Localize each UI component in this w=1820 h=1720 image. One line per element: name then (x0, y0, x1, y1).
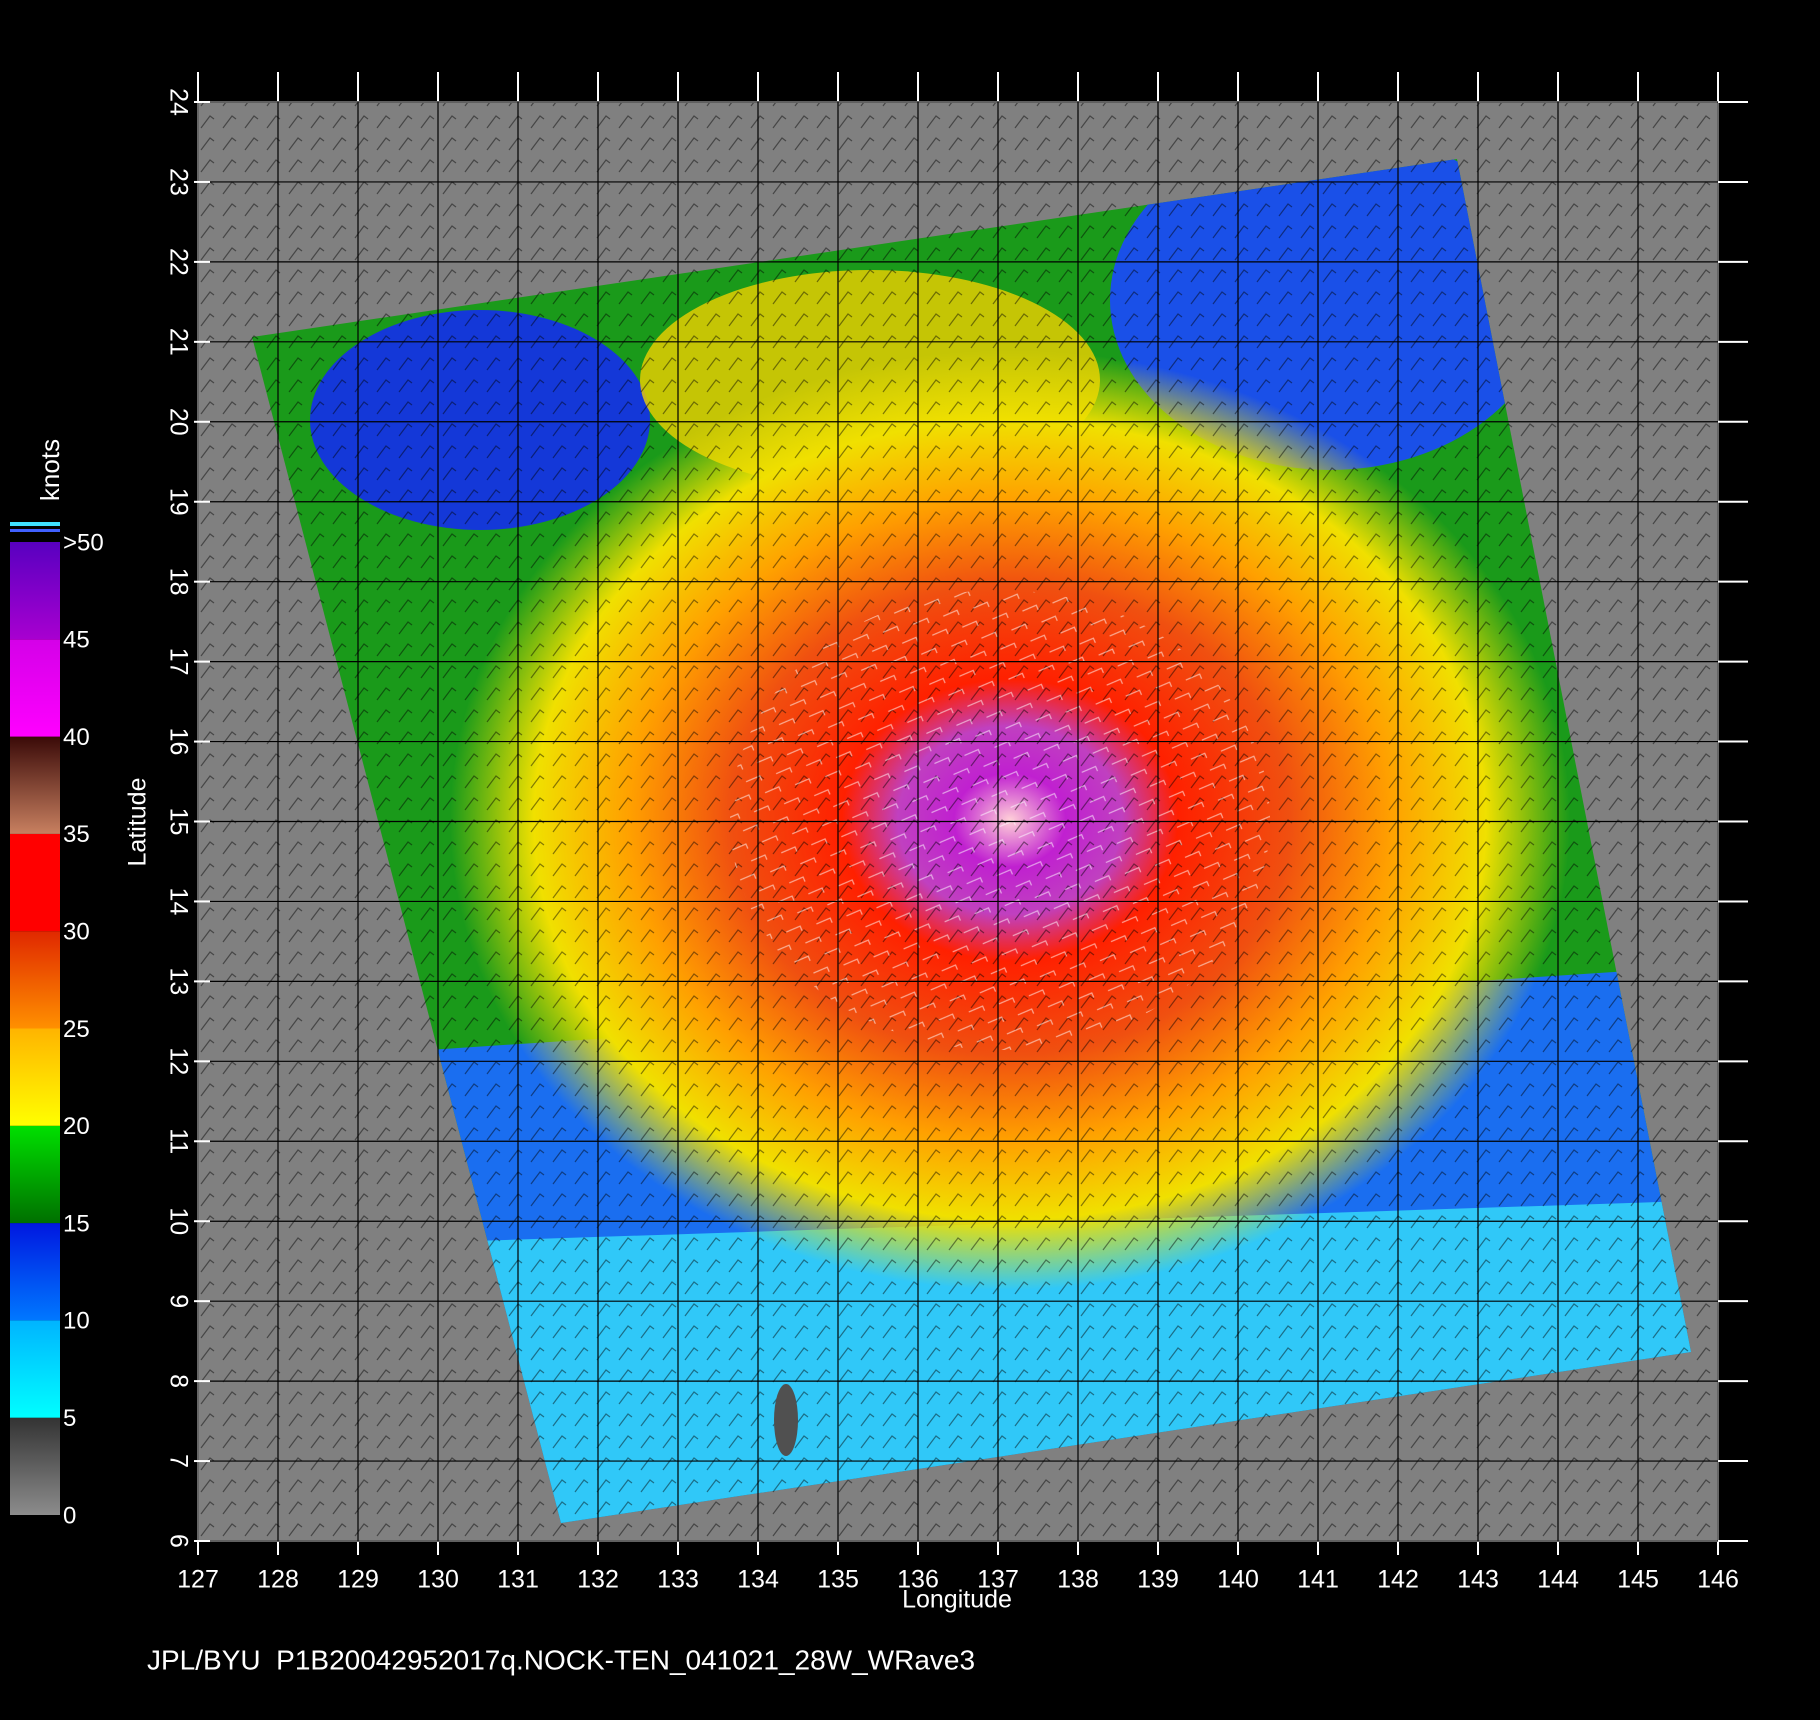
x-tick-label: 137 (977, 1566, 1019, 1594)
wind-barbs-strong (730, 590, 1270, 1050)
x-tick-label: 139 (1137, 1566, 1179, 1594)
colorbar-segment (10, 1223, 60, 1321)
colorbar-segment (10, 1417, 60, 1515)
colorbar-tick-label: 40 (63, 724, 90, 751)
x-tick-label: 145 (1617, 1566, 1659, 1594)
colorbar-tick-label: 10 (63, 1308, 90, 1335)
colorbar-tick-label: >50 (63, 529, 104, 556)
x-tick-label: 135 (817, 1566, 859, 1594)
colorbar-tick-label: 20 (63, 1113, 90, 1140)
x-tick-label: 144 (1537, 1566, 1579, 1594)
y-tick-label: 14 (164, 888, 192, 916)
colorbar-cap (10, 529, 60, 532)
colorbar-segment (10, 542, 60, 640)
y-tick-label: 11 (164, 1128, 192, 1154)
axes: 127 128 129 130 131 132 133 134 135 136 137 138 139 1… (164, 72, 1748, 1594)
x-tick-label: 129 (337, 1566, 379, 1594)
x-tick-label: 138 (1057, 1566, 1099, 1594)
y-tick-label: 12 (164, 1047, 192, 1075)
y-tick-label: 24 (164, 88, 192, 116)
colorbar-cap (10, 522, 60, 526)
y-tick-label: 6 (164, 1534, 192, 1548)
x-tick-label: 146 (1697, 1566, 1739, 1594)
footer: JPL/BYU P1B20042952017q.NOCK-TEN_041021_… (147, 1644, 975, 1675)
y-tick-label: 22 (164, 248, 192, 276)
x-tick-label: 134 (737, 1566, 779, 1594)
y-tick-label: 8 (164, 1374, 192, 1388)
colorbar-segment (10, 833, 60, 932)
x-tick-label: 141 (1297, 1566, 1339, 1594)
colorbar-segment (10, 1320, 60, 1418)
x-tick-label: 132 (577, 1566, 619, 1594)
colorbar-segment (10, 1125, 60, 1224)
y-tick-label: 18 (164, 568, 192, 596)
x-tick-label: 133 (657, 1566, 699, 1594)
y-tick-label: 23 (164, 168, 192, 196)
x-tick-label: 143 (1457, 1566, 1499, 1594)
y-tick-label: 16 (164, 728, 192, 756)
y-tick-label: 9 (164, 1294, 192, 1308)
y-tick-label: 20 (164, 408, 192, 436)
colorbar-segment (10, 639, 60, 737)
y-tick-label: 15 (164, 808, 192, 836)
colorbar-label: knots (35, 439, 65, 501)
colorbar-tick-label: 0 (63, 1502, 76, 1529)
colorbar-segment (10, 1028, 60, 1126)
y-tick-label: 13 (164, 967, 192, 995)
y-tick-label: 10 (164, 1207, 192, 1235)
colorbar-tick-label: 5 (63, 1405, 76, 1432)
x-axis-label: Longitude (902, 1586, 1012, 1614)
island (774, 1384, 798, 1456)
colorbar-tick-label: 30 (63, 919, 90, 946)
x-tick-label: 130 (417, 1566, 459, 1594)
y-tick-label: 19 (164, 488, 192, 516)
x-tick-label: 136 (897, 1566, 939, 1594)
colorbar-tick-label: 25 (63, 1016, 90, 1043)
colorbar-segment (10, 736, 60, 834)
y-tick-label: 17 (164, 648, 192, 676)
x-tick-label: 142 (1377, 1566, 1419, 1594)
x-tick-label: 140 (1217, 1566, 1259, 1594)
colorbar-tick-label: 35 (63, 821, 90, 848)
colorbar-segment (10, 931, 60, 1029)
colorbar-tick-label: 15 (63, 1210, 90, 1237)
x-tick-label: 131 (497, 1566, 539, 1594)
colorbar-tick-label: 45 (63, 627, 90, 654)
colorbar: knots 0 5 10 15 20 25 30 35 40 45 >50 (10, 439, 104, 1529)
y-tick-label: 21 (164, 328, 192, 356)
x-tick-label: 128 (257, 1566, 299, 1594)
x-tick-label: 127 (177, 1566, 219, 1594)
y-tick-label: 7 (164, 1454, 192, 1468)
y-axis-label: Latitude (124, 778, 152, 867)
